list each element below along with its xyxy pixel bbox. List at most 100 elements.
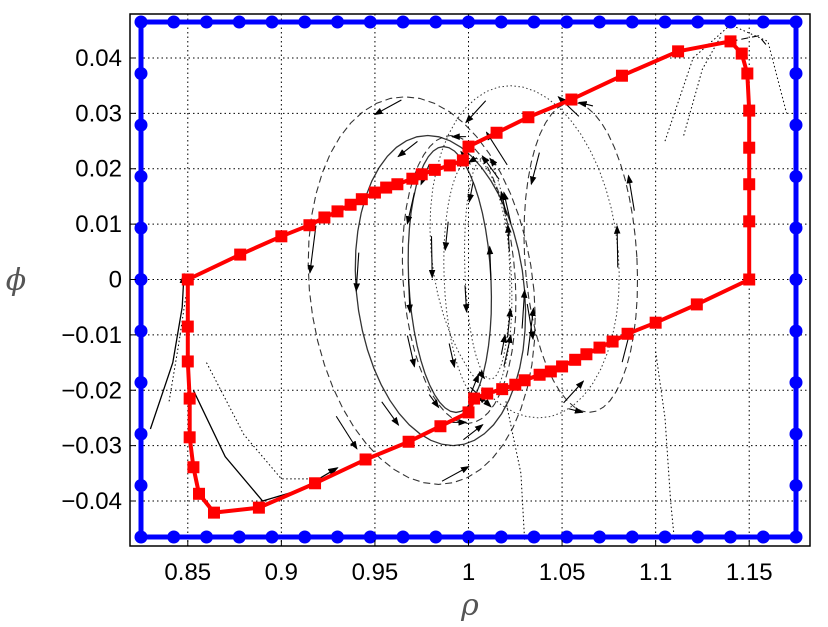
flow-arrow bbox=[428, 394, 440, 409]
inner-boundary-point-36 bbox=[569, 353, 582, 366]
flow-loop-5 bbox=[429, 85, 620, 419]
flow-arrow bbox=[428, 236, 436, 279]
inner-boundary-point-28 bbox=[743, 215, 756, 228]
inner-boundary-point-5 bbox=[331, 205, 344, 218]
outer-boundary-point-41 bbox=[429, 530, 443, 544]
flow-arrow bbox=[500, 333, 507, 355]
flow-arrow bbox=[557, 96, 580, 117]
inner-boundary-point-9 bbox=[380, 181, 393, 194]
inner-boundary-point-11 bbox=[406, 172, 419, 185]
y-tick-label: 0.01 bbox=[75, 211, 122, 238]
inner-boundary-point-18 bbox=[522, 111, 535, 124]
inner-boundary-point-38 bbox=[544, 365, 557, 378]
inner-boundary-point-34 bbox=[593, 341, 606, 354]
outer-boundary-point-32 bbox=[724, 530, 737, 544]
flow-arrow bbox=[526, 307, 536, 356]
outer-boundary-point-8 bbox=[396, 15, 410, 29]
outer-boundary-point-11 bbox=[494, 15, 508, 29]
flow-arrow bbox=[462, 285, 470, 313]
inner-boundary-point-31 bbox=[649, 316, 662, 329]
y-tick-label: 0.03 bbox=[75, 100, 122, 127]
inner-boundary-point-50 bbox=[252, 501, 265, 514]
inner-boundary-point-55 bbox=[183, 392, 196, 405]
y-tick-label: 0.02 bbox=[75, 156, 122, 183]
outer-boundary-point-36 bbox=[593, 530, 606, 544]
flow-arrow bbox=[465, 100, 487, 124]
flow-arrow bbox=[381, 401, 400, 426]
y-tick-label: 0 bbox=[109, 267, 122, 294]
outer-boundary-point-18 bbox=[724, 15, 737, 29]
flow-arrow bbox=[530, 152, 540, 186]
flow-arrow bbox=[397, 140, 418, 158]
flow-arrow bbox=[563, 380, 585, 404]
inner-boundary-point-47 bbox=[402, 435, 415, 448]
inner-boundary-point-40 bbox=[518, 374, 531, 387]
outer-boundary-point-48 bbox=[200, 530, 213, 544]
inner-boundary-point-12 bbox=[415, 168, 428, 181]
outer-boundary-point-6 bbox=[331, 15, 344, 29]
inner-boundary-point-21 bbox=[672, 45, 685, 58]
outer-boundary-point-54 bbox=[134, 324, 148, 338]
inner-boundary-point-3 bbox=[303, 219, 316, 232]
flow-strand-7 bbox=[505, 401, 526, 540]
outer-boundary-point-1 bbox=[167, 15, 181, 29]
inner-boundary-point-25 bbox=[743, 104, 756, 117]
inner-boundary-point-17 bbox=[490, 126, 503, 139]
outer-boundary-point-3 bbox=[232, 15, 246, 29]
flow-arrow bbox=[506, 307, 514, 338]
inner-boundary-point-16 bbox=[462, 140, 475, 153]
inner-boundary-point-6 bbox=[344, 198, 357, 211]
flow-arrow bbox=[448, 343, 457, 369]
inner-boundary-point-15 bbox=[456, 154, 469, 167]
flow-arrow bbox=[481, 155, 500, 180]
x-tick-label: 0.85 bbox=[164, 559, 211, 586]
flow-arrow bbox=[467, 155, 478, 163]
inner-boundary-point-51 bbox=[207, 506, 220, 519]
flow-strand-0 bbox=[149, 272, 188, 430]
flow-arrow bbox=[467, 181, 474, 203]
inner-boundary-point-8 bbox=[368, 186, 381, 199]
y-axis-label: ϕ bbox=[6, 263, 26, 298]
flow-strand-8 bbox=[730, 35, 769, 48]
inner-boundary-point-44 bbox=[468, 392, 481, 405]
inner-boundary-point-19 bbox=[565, 93, 578, 106]
outer-boundary-point-53 bbox=[134, 376, 148, 389]
flow-arrow bbox=[503, 334, 513, 367]
inner-boundary-point-20 bbox=[615, 69, 628, 82]
inner-boundary-point-14 bbox=[443, 159, 456, 172]
outer-boundary-point-12 bbox=[527, 15, 541, 29]
flow-arrow bbox=[568, 407, 584, 414]
y-tick-label: −0.02 bbox=[61, 377, 122, 404]
outer-boundary-point-10 bbox=[462, 15, 475, 29]
inner-boundary-point-2 bbox=[275, 230, 288, 243]
flow-loop-7 bbox=[307, 96, 536, 485]
inner-boundary-point-41 bbox=[509, 378, 522, 391]
inner-boundary-point-1 bbox=[234, 248, 247, 261]
inner-boundary-point-4 bbox=[318, 211, 331, 224]
outer-boundary-point-24 bbox=[789, 221, 803, 235]
outer-boundary-point-45 bbox=[298, 530, 312, 544]
outer-boundary-point-52 bbox=[134, 427, 148, 441]
outer-boundary-point-37 bbox=[560, 530, 574, 544]
outer-boundary-point-17 bbox=[691, 15, 705, 29]
outer-boundary-point-28 bbox=[789, 427, 803, 441]
inner-boundary-point-33 bbox=[606, 335, 619, 348]
outer-boundary-point-14 bbox=[593, 15, 606, 29]
inner-boundary-point-7 bbox=[355, 193, 368, 206]
inner-boundary-point-30 bbox=[690, 298, 703, 311]
flow-loop-6 bbox=[523, 101, 639, 413]
outer-boundary-point-16 bbox=[658, 15, 672, 29]
flow-arrow bbox=[489, 157, 498, 167]
x-tick-label: 0.95 bbox=[352, 559, 399, 586]
y-tick-label: −0.04 bbox=[61, 488, 122, 515]
outer-boundary-point-42 bbox=[396, 530, 410, 544]
inner-boundary-point-53 bbox=[187, 461, 200, 474]
inner-boundary-point-45 bbox=[462, 406, 475, 419]
x-tick-label: 1.1 bbox=[639, 559, 672, 586]
outer-boundary-point-44 bbox=[331, 530, 344, 544]
outer-boundary-point-29 bbox=[789, 479, 803, 492]
y-tick-label: −0.01 bbox=[61, 322, 122, 349]
inner-boundary-point-48 bbox=[359, 453, 372, 466]
flow-arrow bbox=[526, 303, 536, 341]
flow-strand-3 bbox=[206, 362, 329, 480]
